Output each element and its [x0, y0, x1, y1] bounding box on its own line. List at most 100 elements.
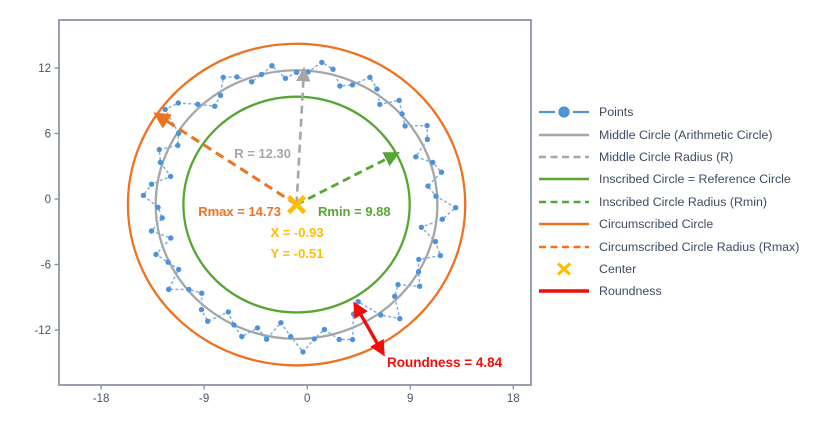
data-point — [438, 169, 445, 175]
legend: Points Middle Circle (Arithmetic Circle) M… — [538, 101, 799, 303]
data-point — [377, 101, 383, 108]
data-point — [336, 336, 342, 343]
data-point — [424, 136, 431, 142]
data-point — [157, 159, 164, 166]
line-marker-swatch-icon — [539, 106, 589, 118]
data-point — [367, 74, 373, 81]
data-point — [415, 269, 422, 275]
data-point — [195, 101, 201, 108]
data-point — [231, 322, 237, 328]
dashed-swatch-icon — [539, 200, 589, 204]
data-point — [453, 205, 459, 211]
center-y-label: Y = -0.51 — [271, 246, 324, 261]
data-point — [319, 59, 325, 66]
legend-label: Circumscribed Circle Radius (Rmax) — [599, 239, 800, 254]
data-point — [374, 86, 380, 92]
legend-label: Center — [599, 261, 637, 276]
data-point — [198, 306, 205, 313]
rmin-label: Rmin = 9.88 — [318, 204, 391, 219]
data-point — [378, 312, 384, 318]
legend-label: Points — [599, 105, 634, 120]
data-point — [439, 216, 445, 222]
data-point — [433, 193, 439, 199]
legend-item-middle-circle-radius-r: Middle Circle Radius (R) — [538, 146, 799, 168]
legend-item-roundness: Roundness — [538, 280, 799, 302]
data-point — [402, 123, 408, 129]
data-point — [311, 336, 317, 342]
data-point — [355, 299, 361, 305]
data-point — [350, 311, 357, 317]
data-point — [321, 326, 328, 333]
data-point — [269, 62, 275, 69]
data-point — [217, 92, 224, 99]
data-point — [413, 154, 419, 160]
dashed-swatch-icon — [539, 245, 589, 248]
data-point — [424, 122, 430, 129]
data-point — [175, 266, 182, 273]
data-point — [225, 309, 231, 315]
data-point — [167, 173, 174, 180]
data-point — [239, 333, 245, 340]
x-tick-label: 9 — [407, 393, 413, 405]
data-point — [396, 97, 402, 104]
axes: -18 -9 0 9 18 12 6 0 -6 -12 — [34, 19, 532, 405]
legend-label: Circumscribed Circle — [599, 217, 714, 232]
data-point — [249, 79, 255, 85]
circumscribed-radius-arrow — [153, 112, 298, 206]
data-point — [416, 256, 422, 263]
legend-item-middle-circle-arithmetic-circle: Middle Circle (Arithmetic Circle) — [538, 123, 799, 145]
y-tick-label: 6 — [45, 128, 51, 140]
data-point — [263, 336, 270, 342]
data-point — [140, 192, 147, 199]
solid-swatch-icon — [539, 178, 589, 181]
data-point — [392, 293, 398, 299]
legend-item-circumscribed-circle-radius-rmax: Circumscribed Circle Radius (Rmax) — [538, 235, 799, 257]
data-point — [288, 333, 294, 340]
data-point — [175, 100, 181, 106]
legend-label: Inscribed Circle = Reference Circle — [599, 172, 791, 187]
data-point — [395, 281, 401, 288]
data-point — [282, 75, 289, 82]
data-point — [430, 159, 436, 166]
x-tick-label: -18 — [93, 393, 110, 405]
data-point — [148, 228, 155, 234]
radius-arrows — [153, 66, 400, 357]
data-point — [278, 320, 284, 326]
data-point — [162, 106, 168, 113]
data-point — [437, 252, 444, 259]
data-point — [205, 318, 211, 324]
dashed-swatch-icon — [539, 155, 589, 159]
data-point — [212, 103, 218, 109]
data-point — [425, 183, 431, 189]
x-marker-swatch-icon — [556, 262, 572, 276]
circumscribed-circle — [126, 42, 467, 367]
rmax-label: Rmax = 14.73 — [198, 204, 281, 219]
legend-item-inscribed-circle-reference-circle: Inscribed Circle = Reference Circle — [538, 168, 799, 190]
legend-item-center: Center — [538, 258, 799, 280]
data-point — [234, 74, 240, 80]
data-point — [330, 66, 336, 72]
data-point — [199, 290, 205, 296]
data-point — [165, 259, 171, 265]
y-tick-label: 12 — [38, 63, 51, 75]
middle-radius-arrow — [295, 66, 311, 205]
data-point — [168, 235, 174, 241]
data-point — [258, 71, 265, 78]
x-tick-label: -9 — [199, 393, 209, 405]
data-point — [300, 349, 306, 355]
data-point — [175, 142, 181, 149]
plot-border — [58, 19, 532, 386]
data-point — [397, 315, 403, 322]
legend-item-inscribed-circle-radius-rmin: Inscribed Circle Radius (Rmin) — [538, 191, 799, 213]
legend-label: Inscribed Circle Radius (Rmin) — [599, 194, 768, 209]
data-point — [337, 83, 343, 89]
points-connector — [142, 61, 457, 354]
inscribed-radius-arrow — [295, 152, 400, 206]
data-point — [399, 111, 405, 117]
circles — [126, 42, 467, 367]
solid-swatch-icon — [539, 133, 589, 136]
data-point — [349, 336, 356, 343]
data-point — [175, 130, 182, 136]
